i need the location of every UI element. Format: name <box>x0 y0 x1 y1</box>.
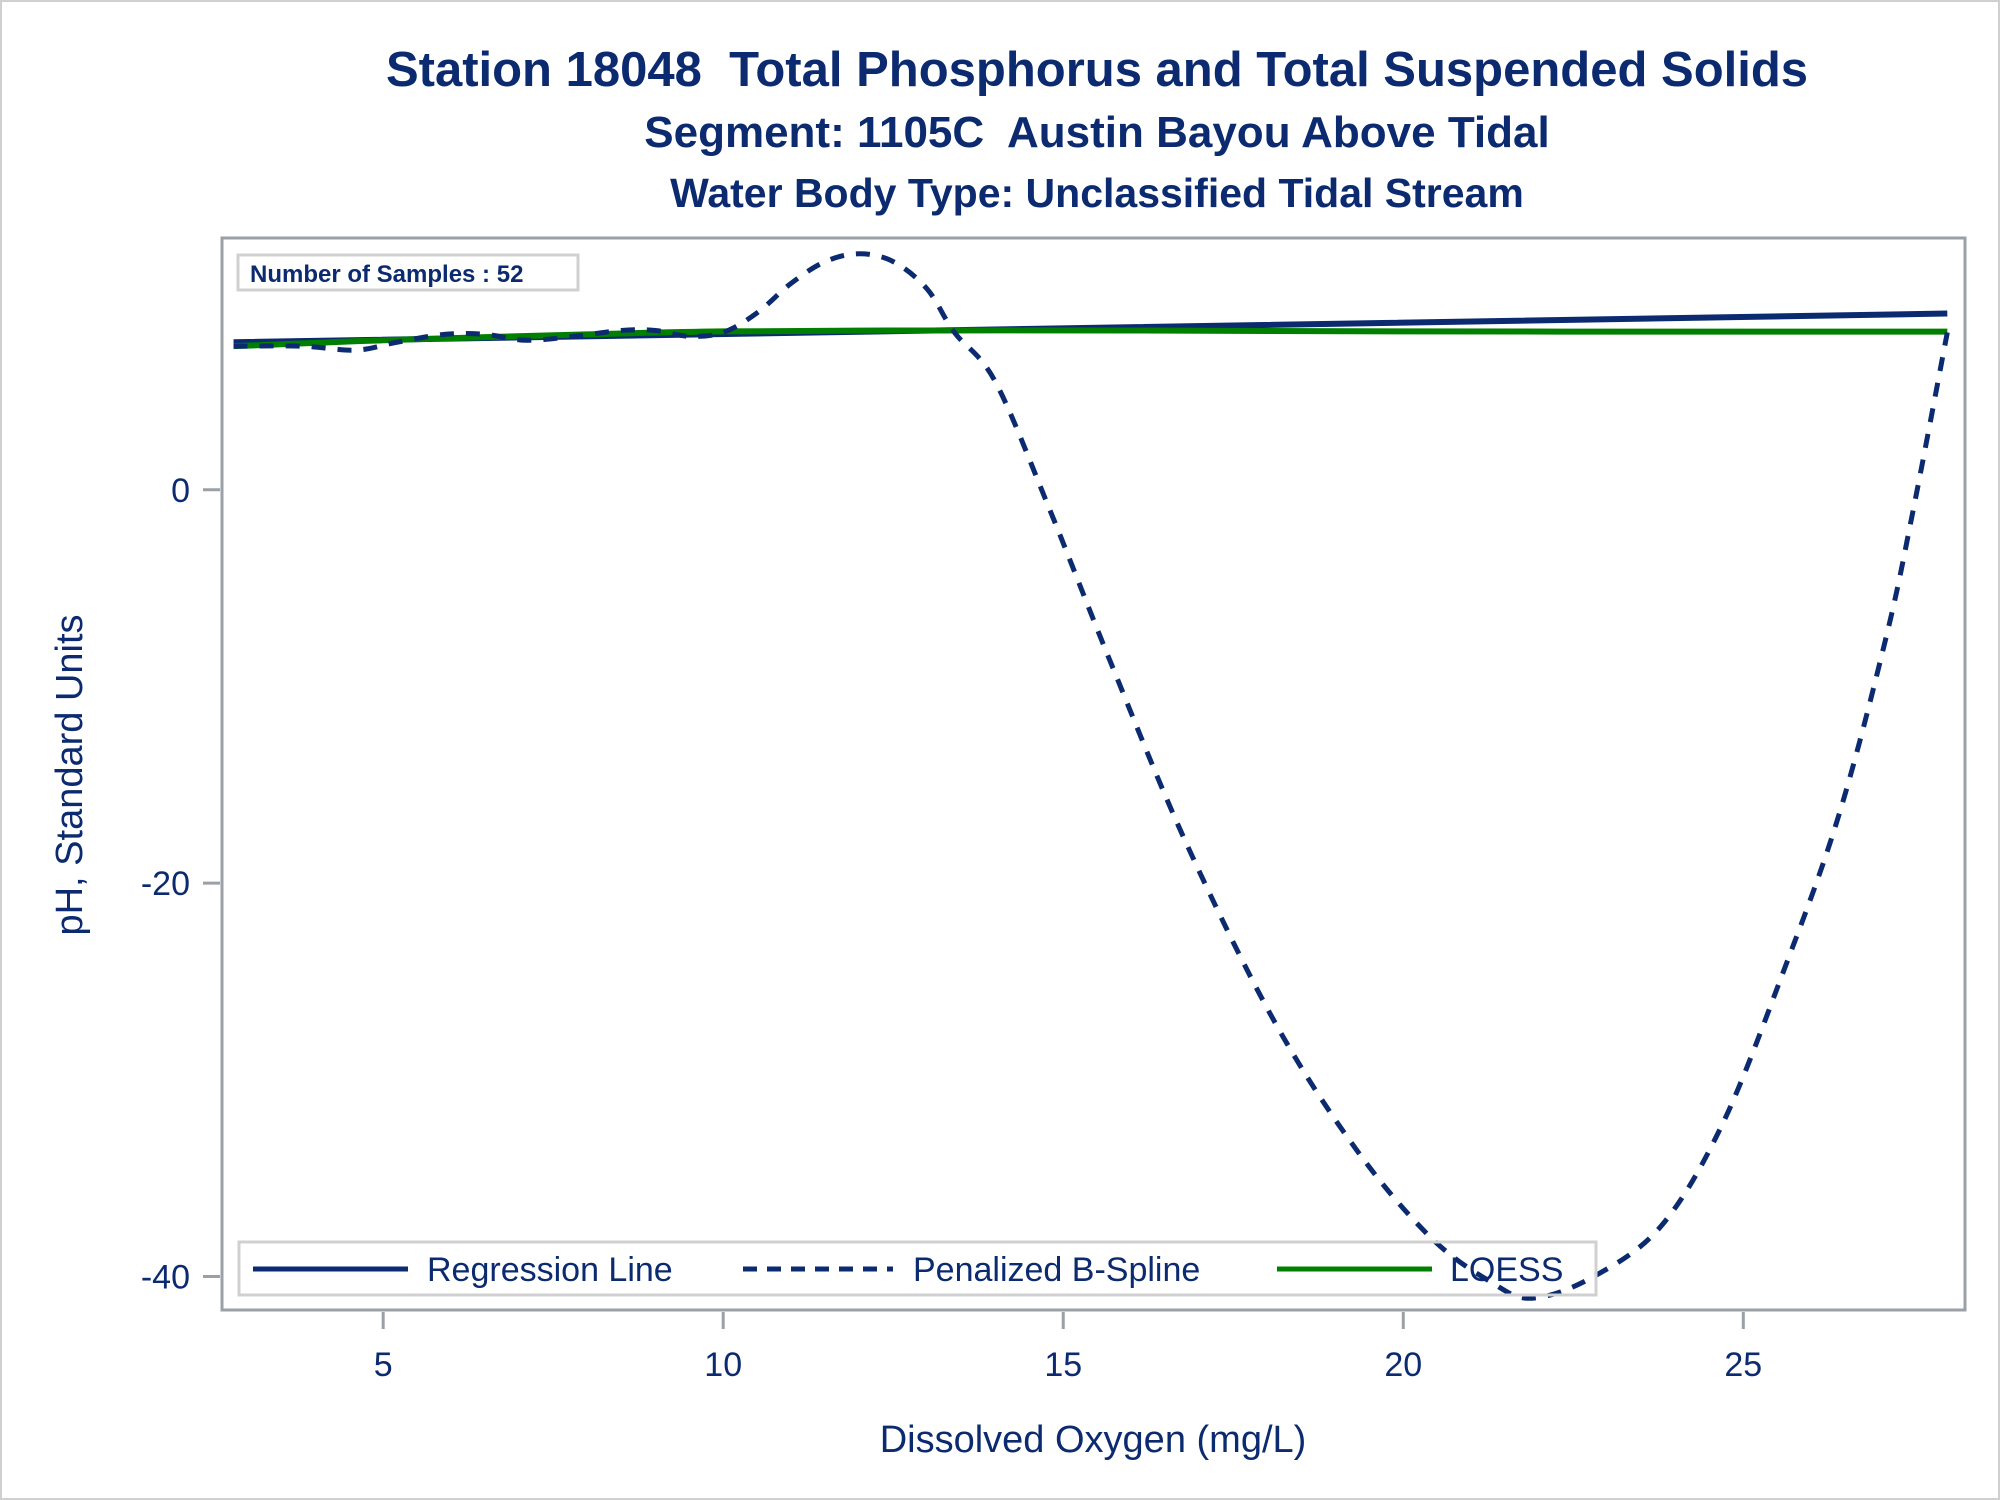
y-axis-label: pH, Standard Units <box>49 614 91 935</box>
legend-label-loess: LOESS <box>1450 1251 1563 1289</box>
chart-title: Station 18048 Total Phosphorus and Total… <box>385 43 1809 97</box>
legend: Regression Line Penalized B-Spline LOESS <box>237 1240 1598 1297</box>
x-tick-label: 15 <box>1044 1346 1082 1384</box>
legend-label-spline: Penalized B-Spline <box>913 1251 1200 1289</box>
curves-layer <box>233 251 1950 1301</box>
legend-box <box>237 1240 1598 1297</box>
y-tick-label: -40 <box>141 1259 190 1297</box>
x-tick-label: 20 <box>1384 1346 1422 1384</box>
x-tick-label: 25 <box>1724 1346 1762 1384</box>
x-axis: 5 10 15 20 25 <box>374 1312 1762 1384</box>
plot-frame <box>220 236 1967 1312</box>
series-penalized-b-spline <box>233 251 1950 1301</box>
chart-subtitle-2: Water Body Type: Unclassified Tidal Stre… <box>670 170 1524 216</box>
series-loess <box>233 327 1948 350</box>
chart-subtitle: Segment: 1105C Austin Bayou Above Tidal <box>644 108 1550 157</box>
samples-inset: Number of Samples : 52 <box>236 253 580 292</box>
x-tick-label: 5 <box>374 1346 393 1384</box>
y-axis: 0 -20 -40 <box>141 472 220 1297</box>
x-axis-label: Dissolved Oxygen (mg/L) <box>880 1419 1307 1461</box>
samples-inset-text: Number of Samples : 52 <box>250 261 523 288</box>
legend-label-regression: Regression Line <box>427 1251 673 1289</box>
y-tick-label: -20 <box>141 865 190 903</box>
x-tick-label: 10 <box>704 1346 742 1384</box>
samples-inset-box <box>236 253 580 292</box>
y-tick-label: 0 <box>171 472 190 510</box>
